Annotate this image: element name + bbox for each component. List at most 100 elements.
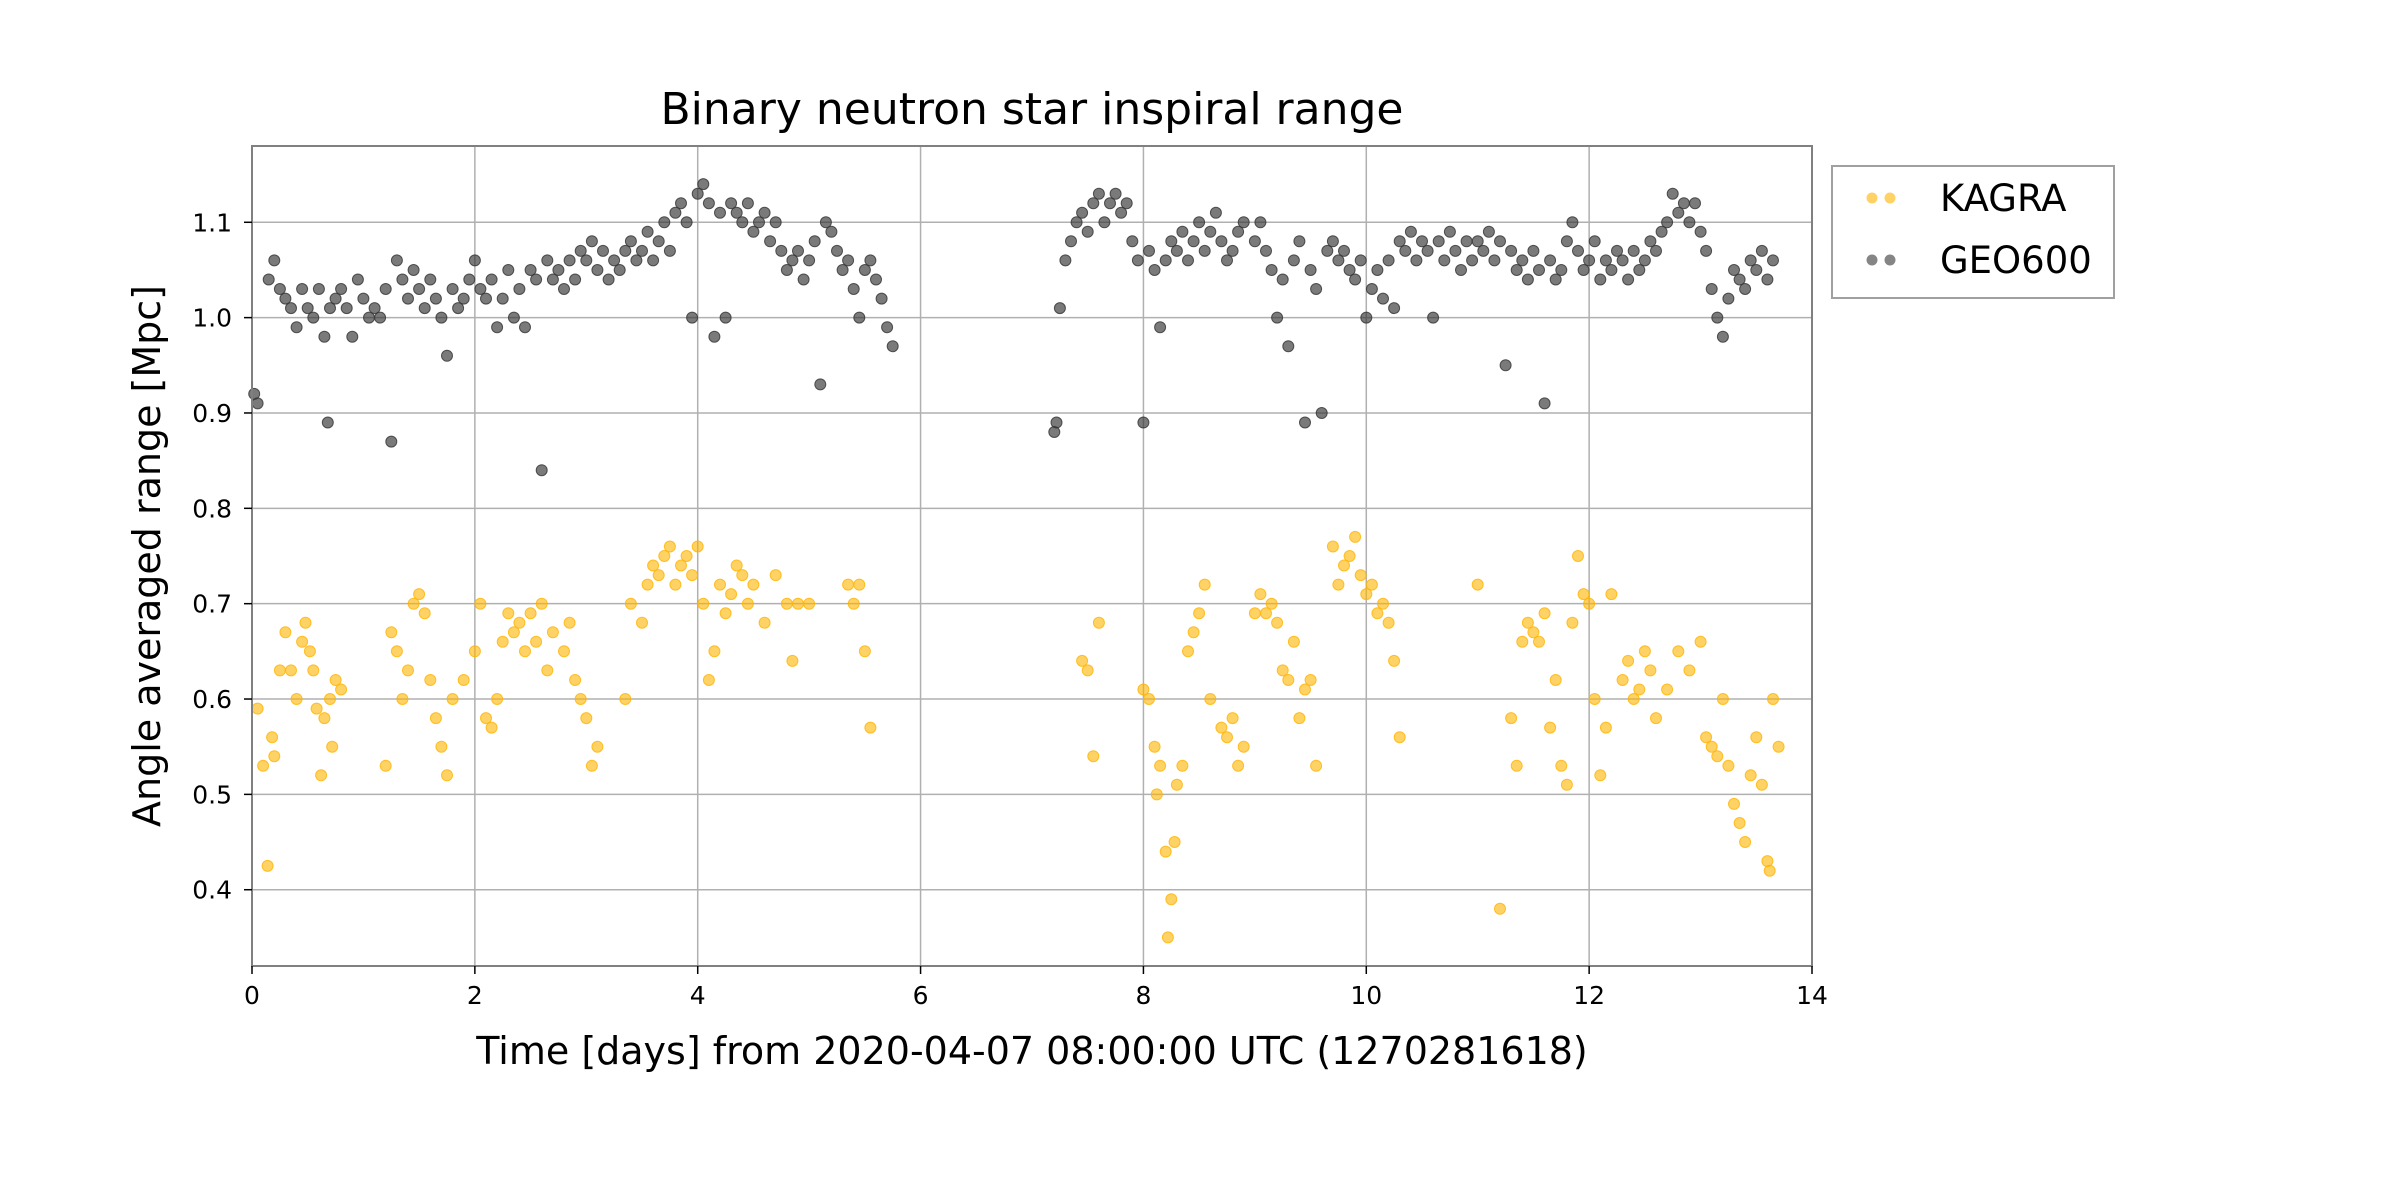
data-point bbox=[1611, 244, 1623, 257]
data-point bbox=[1193, 216, 1206, 229]
y-tick-label: 1.1 bbox=[192, 208, 232, 237]
data-point bbox=[1716, 330, 1729, 343]
data-point bbox=[608, 254, 621, 267]
data-point bbox=[1516, 635, 1529, 648]
legend-marker bbox=[1884, 192, 1896, 204]
x-tick-label: 4 bbox=[690, 981, 706, 1010]
data-point bbox=[1260, 244, 1272, 257]
data-point bbox=[340, 302, 353, 315]
data-point bbox=[780, 264, 793, 276]
y-tick-label: 0.7 bbox=[192, 590, 232, 619]
y-axis-label: Angle averaged range [Mpc] bbox=[125, 285, 169, 827]
data-point bbox=[1170, 778, 1183, 791]
data-point bbox=[858, 645, 871, 658]
data-point bbox=[1555, 264, 1568, 276]
data-point bbox=[1276, 664, 1289, 677]
data-point bbox=[836, 264, 849, 276]
data-point bbox=[652, 569, 665, 582]
y-tick-label: 0.9 bbox=[192, 399, 232, 428]
data-point bbox=[1533, 264, 1545, 276]
data-point bbox=[736, 569, 749, 582]
data-point bbox=[1248, 235, 1261, 248]
data-point bbox=[675, 559, 687, 572]
data-point bbox=[329, 292, 342, 305]
data-point bbox=[1555, 759, 1568, 772]
data-point bbox=[1471, 235, 1484, 248]
data-point bbox=[747, 578, 760, 591]
legend-marker bbox=[1866, 192, 1878, 204]
data-point bbox=[290, 321, 303, 334]
data-point bbox=[1622, 273, 1635, 286]
x-tick-label: 2 bbox=[467, 981, 483, 1010]
data-point bbox=[1165, 893, 1178, 906]
data-point bbox=[1365, 578, 1378, 591]
data-point bbox=[714, 206, 726, 219]
x-tick-label: 14 bbox=[1796, 981, 1828, 1010]
data-point bbox=[1616, 674, 1629, 686]
data-point bbox=[624, 235, 637, 248]
data-point bbox=[1226, 712, 1239, 725]
data-point bbox=[262, 273, 275, 286]
data-point bbox=[1772, 740, 1785, 753]
data-point bbox=[1143, 244, 1155, 257]
data-point bbox=[315, 769, 328, 782]
data-point bbox=[652, 235, 665, 248]
data-point bbox=[1538, 397, 1551, 410]
data-point bbox=[1763, 864, 1776, 877]
data-point bbox=[792, 244, 804, 257]
data-point bbox=[402, 292, 414, 305]
data-point bbox=[719, 607, 732, 620]
x-tick-label: 8 bbox=[1135, 981, 1151, 1010]
data-point bbox=[870, 273, 882, 286]
data-point bbox=[814, 378, 827, 391]
data-point bbox=[1560, 235, 1573, 248]
data-point bbox=[1421, 244, 1434, 257]
data-point bbox=[1750, 731, 1763, 744]
data-point bbox=[1081, 225, 1094, 238]
data-point bbox=[613, 264, 626, 276]
data-point bbox=[1360, 588, 1373, 601]
data-point bbox=[1159, 254, 1172, 267]
data-point bbox=[741, 597, 754, 610]
data-point bbox=[296, 635, 309, 648]
data-point bbox=[558, 645, 570, 658]
data-point bbox=[513, 616, 526, 629]
x-tick-label: 0 bbox=[244, 981, 260, 1010]
data-point bbox=[251, 397, 264, 410]
data-point bbox=[1661, 216, 1674, 229]
y-tick-label: 1.0 bbox=[192, 304, 232, 333]
data-point bbox=[1365, 283, 1378, 295]
plot-frame bbox=[251, 145, 1813, 967]
data-point bbox=[658, 550, 671, 562]
data-point bbox=[1705, 283, 1718, 295]
data-point bbox=[324, 693, 336, 705]
data-point bbox=[1588, 235, 1601, 248]
data-point bbox=[769, 216, 782, 229]
data-point bbox=[842, 578, 855, 591]
data-point bbox=[1410, 254, 1423, 267]
data-point bbox=[1076, 206, 1089, 219]
data-point bbox=[1321, 244, 1334, 257]
data-point bbox=[691, 540, 704, 553]
data-point bbox=[881, 321, 894, 334]
data-point bbox=[1605, 588, 1618, 601]
data-point bbox=[1482, 225, 1495, 238]
data-point bbox=[1494, 235, 1506, 248]
data-point bbox=[847, 283, 860, 295]
data-point bbox=[1092, 187, 1105, 200]
data-point bbox=[312, 283, 325, 295]
data-point bbox=[1728, 797, 1740, 810]
data-point bbox=[591, 264, 604, 276]
data-point bbox=[535, 597, 548, 610]
data-point bbox=[390, 254, 403, 267]
data-point bbox=[792, 597, 804, 610]
data-point bbox=[1683, 664, 1696, 677]
data-point bbox=[329, 674, 342, 686]
data-point bbox=[636, 616, 648, 629]
data-point bbox=[1187, 626, 1200, 639]
data-point bbox=[318, 330, 331, 343]
series-kagra bbox=[251, 530, 1785, 944]
data-point bbox=[1655, 225, 1668, 238]
data-point bbox=[418, 302, 431, 315]
data-point bbox=[1232, 759, 1245, 772]
